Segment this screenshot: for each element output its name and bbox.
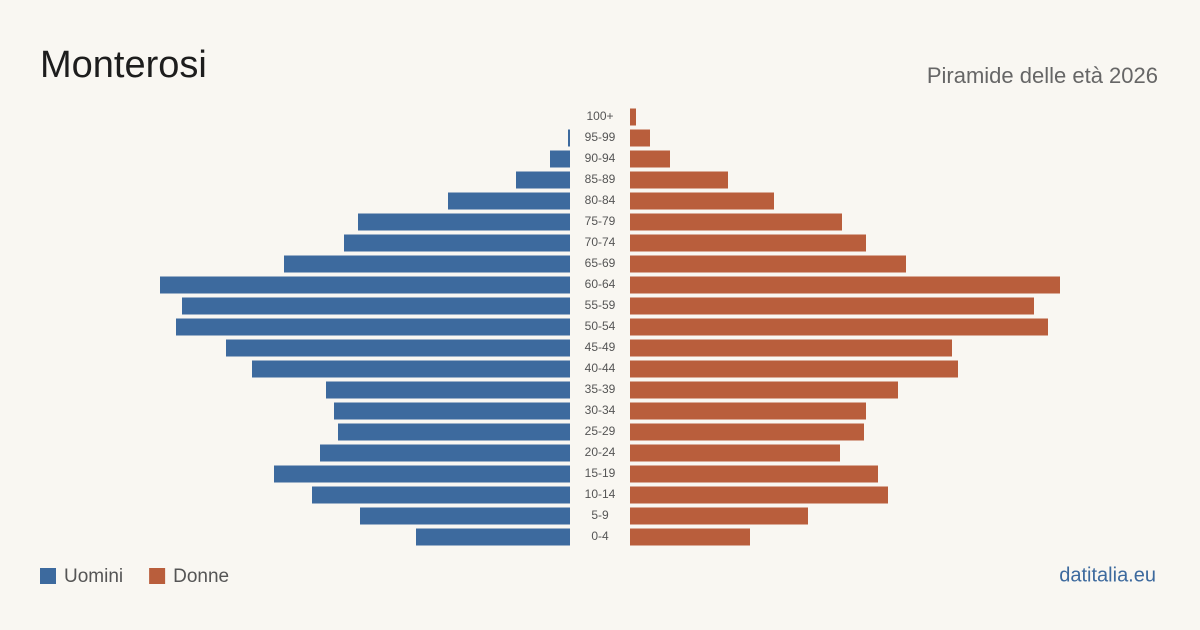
- age-label: 75-79: [585, 214, 616, 228]
- chart-title: Monterosi: [40, 44, 207, 86]
- bar: [416, 528, 570, 546]
- legend-swatch: [149, 568, 166, 584]
- bar: [630, 423, 864, 441]
- bar: [516, 171, 570, 189]
- legend-label: Donne: [173, 566, 229, 587]
- age-label: 65-69: [585, 256, 616, 270]
- bar: [630, 276, 1060, 294]
- bar: [338, 423, 570, 441]
- bar: [630, 192, 774, 210]
- bar: [182, 297, 570, 315]
- age-label: 45-49: [585, 340, 616, 354]
- chart-subtitle: Piramide delle età 2026: [927, 63, 1158, 88]
- age-label: 30-34: [585, 403, 616, 417]
- bar: [358, 213, 570, 231]
- bar: [630, 213, 842, 231]
- bar: [630, 465, 878, 483]
- bar: [630, 171, 728, 189]
- bar: [630, 255, 906, 273]
- bar: [630, 381, 898, 399]
- bar: [630, 486, 888, 504]
- bar: [344, 234, 570, 252]
- age-label: 0-4: [591, 529, 609, 543]
- age-label: 5-9: [591, 508, 609, 522]
- bar: [630, 234, 866, 252]
- bar: [568, 129, 570, 147]
- bar: [630, 444, 840, 462]
- bar: [226, 339, 570, 357]
- age-label: 15-19: [585, 466, 616, 480]
- age-label: 80-84: [585, 193, 616, 207]
- bar: [630, 297, 1034, 315]
- age-label: 100+: [586, 109, 613, 123]
- bar: [176, 318, 570, 336]
- bar: [630, 339, 952, 357]
- age-label: 55-59: [585, 298, 616, 312]
- bar: [630, 150, 670, 168]
- bar: [160, 276, 570, 294]
- bar: [312, 486, 570, 504]
- bar: [320, 444, 570, 462]
- bar: [630, 528, 750, 546]
- bar: [326, 381, 570, 399]
- bar: [630, 402, 866, 420]
- age-label: 25-29: [585, 424, 616, 438]
- bar: [630, 318, 1048, 336]
- age-label: 50-54: [585, 319, 616, 333]
- age-label: 20-24: [585, 445, 616, 459]
- age-label: 85-89: [585, 172, 616, 186]
- age-label: 60-64: [585, 277, 616, 291]
- source[interactable]: datitalia.eu: [1059, 564, 1156, 586]
- bar: [630, 507, 808, 525]
- bar: [550, 150, 570, 168]
- bar: [284, 255, 570, 273]
- bar: [630, 108, 636, 126]
- age-label: 10-14: [585, 487, 616, 501]
- bar: [334, 402, 570, 420]
- bar: [630, 360, 958, 378]
- age-label: 90-94: [585, 151, 616, 165]
- age-label: 35-39: [585, 382, 616, 396]
- bar: [630, 129, 650, 147]
- age-label: 40-44: [585, 361, 616, 375]
- legend-label: Uomini: [64, 566, 123, 587]
- bar: [252, 360, 570, 378]
- age-label: 95-99: [585, 130, 616, 144]
- age-label: 70-74: [585, 235, 616, 249]
- bar: [448, 192, 570, 210]
- legend-swatch: [40, 568, 56, 584]
- bar: [274, 465, 570, 483]
- bar: [360, 507, 570, 525]
